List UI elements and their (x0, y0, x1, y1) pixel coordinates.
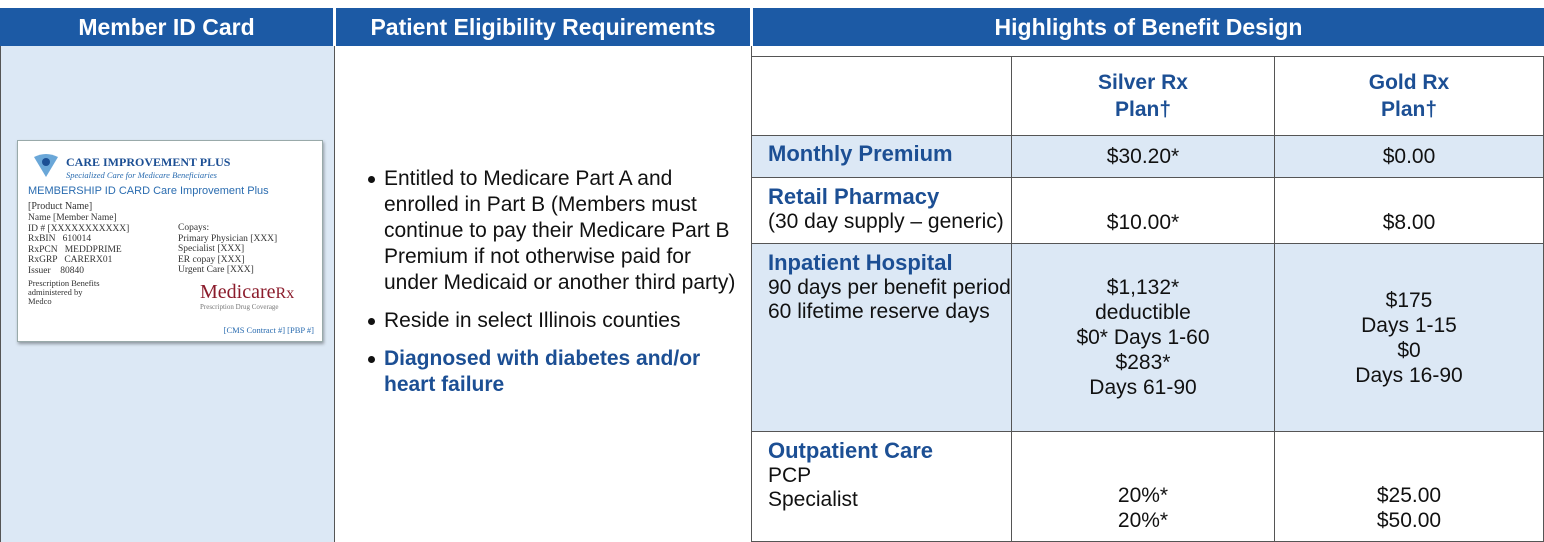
value: 20%* (1118, 483, 1168, 508)
row-label-cell: Retail Pharmacy(30 day supply – generic) (752, 178, 1012, 244)
card-line: ID # [XXXXXXXXXXX] (28, 224, 129, 235)
card-logo-sub: Prescription Drug Coverage (200, 303, 279, 311)
value: Days 16-90 (1355, 363, 1462, 388)
value-cell: $25.00$50.00 (1275, 432, 1544, 542)
eligibility-item: Reside in select Illinois counties (368, 308, 740, 334)
row-label-cell: Monthly Premium (752, 136, 1012, 178)
card-brand: CARE IMPROVEMENT PLUS (66, 155, 230, 170)
card-logo (32, 153, 60, 179)
row-detail: 60 lifetime reserve days (768, 300, 1011, 324)
column-header: Highlights of Benefit Design (753, 8, 1544, 46)
member-id-card: CARE IMPROVEMENT PLUS Specialized Care f… (17, 140, 323, 342)
eligibility-list: Entitled to Medicare Part A and enrolled… (368, 166, 740, 398)
logo-rx: Rx (276, 285, 295, 302)
eligibility: Entitled to Medicare Part A and enrolled… (368, 166, 740, 410)
plan-name: Plan† (1115, 96, 1171, 123)
card-line: Specialist [XXX] (178, 244, 277, 255)
plan-name: Plan† (1381, 96, 1437, 123)
card-contract: [CMS Contract #] [PBP #] (224, 325, 314, 335)
row-detail: Specialist (768, 488, 1011, 512)
card-line: RxPCN MEDDPRIME (28, 245, 129, 256)
value: $25.00 (1377, 483, 1441, 508)
row-detail: 90 days per benefit period (768, 276, 1011, 300)
card-line: Name [Member Name] (28, 213, 129, 224)
row-label: Monthly Premium (768, 141, 1011, 167)
card-line: ER copay [XXX] (178, 255, 277, 266)
value-cell: 20%*20%* (1012, 432, 1275, 542)
row-label: Outpatient Care (768, 438, 1011, 464)
column-header: Member ID Card (0, 8, 333, 46)
eligibility-item: Entitled to Medicare Part A and enrolled… (368, 166, 740, 296)
card-logo-text: MedicareRx (200, 281, 294, 304)
row-detail: (30 day supply – generic) (768, 210, 1011, 234)
value-cell: $1,132*deductible$0* Days 1-60$283*Days … (1012, 244, 1275, 432)
plan-name: Silver Rx (1098, 69, 1188, 96)
header-cell (752, 56, 1012, 136)
card-title: MEMBERSHIP ID CARD Care Improvement Plus (28, 185, 269, 197)
card-line: Issuer 80840 (28, 266, 129, 277)
value-cell: $30.20* (1012, 136, 1275, 178)
value: Days 1-15 (1361, 313, 1457, 338)
card-left: Name [Member Name]ID # [XXXXXXXXXXX]RxBI… (28, 213, 129, 276)
column-header: Patient Eligibility Requirements (336, 8, 750, 46)
value: $0* Days 1-60 (1076, 325, 1209, 350)
value: $283* (1116, 350, 1171, 375)
value-cell: $8.00 (1275, 178, 1544, 244)
value-cell: $0.00 (1275, 136, 1544, 178)
value-cell: $10.00* (1012, 178, 1275, 244)
row-detail: PCP (768, 464, 1011, 488)
card-admin: Prescription Benefits administered by Me… (28, 279, 108, 306)
value: $30.20* (1107, 144, 1179, 169)
card-product: [Product Name] (28, 201, 92, 212)
value: $1,132* (1107, 275, 1179, 300)
card-line: Urgent Care [XXX] (178, 265, 277, 276)
value: $8.00 (1383, 210, 1436, 235)
page: Member ID Card Patient Eligibility Requi… (0, 0, 1544, 542)
row-label: Inpatient Hospital (768, 250, 1011, 276)
eligibility-item: Diagnosed with diabetes and/or heart fai… (368, 346, 740, 398)
card-tagline: Specialized Care for Medicare Beneficiar… (66, 170, 217, 180)
card-line: Copays: (178, 223, 277, 234)
card-line: RxBIN 610014 (28, 234, 129, 245)
card-line: Primary Physician [XXX] (178, 234, 277, 245)
value: $50.00 (1377, 508, 1441, 533)
value: $0.00 (1383, 144, 1436, 169)
value: $0 (1397, 338, 1420, 363)
value: $175 (1386, 288, 1433, 313)
row-label: Retail Pharmacy (768, 184, 1011, 210)
value: deductible (1095, 300, 1191, 325)
card-line: RxGRP CARERX01 (28, 255, 129, 266)
plan-name: Gold Rx (1369, 69, 1450, 96)
value: $10.00* (1107, 210, 1179, 235)
value: Days 61-90 (1089, 375, 1196, 400)
logo-main: Medicare (200, 281, 276, 303)
value: 20%* (1118, 508, 1168, 533)
card-right: Copays:Primary Physician [XXX]Specialist… (178, 223, 277, 276)
